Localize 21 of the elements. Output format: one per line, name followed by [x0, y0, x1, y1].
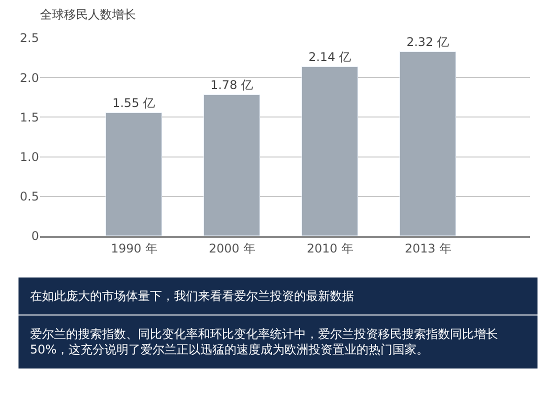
bar: [106, 112, 162, 236]
data-label: 1.78 亿: [210, 78, 254, 92]
bar: [302, 66, 358, 236]
bar: [400, 52, 456, 236]
chart-title: 全球移民人数增长: [40, 7, 136, 22]
y-tick-label: 1.0: [20, 150, 39, 164]
text: 在如此庞大的市场体量下，我们来看看爱尔兰投资的最新数据: [30, 289, 354, 303]
x-tick-label: 2010 年: [306, 241, 354, 256]
y-tick-label: 0.5: [20, 190, 39, 204]
x-tick-label: 2013 年: [404, 241, 452, 256]
text: 爱尔兰的搜索指数、同比变化率和环比变化率统计中，爱尔兰投资移民搜索指数同比增长50%，这充分说明了爱尔兰正以迅猛的速度成为欧洲投资置业的热门国家。: [30, 327, 498, 357]
y-tick-label: 2.5: [20, 31, 39, 46]
data-label: 2.14 亿: [308, 50, 352, 64]
bar: [204, 94, 260, 236]
y-tick-label: 1.5: [20, 110, 39, 124]
y-tick-label: 2.0: [20, 70, 39, 85]
x-tick-label: 1990 年: [110, 241, 158, 256]
data-label: 2.32 亿: [406, 34, 450, 49]
y-tick-label: 0: [31, 229, 39, 244]
x-tick-label: 2000 年: [208, 241, 256, 256]
data-label: 1.55 亿: [112, 96, 156, 110]
